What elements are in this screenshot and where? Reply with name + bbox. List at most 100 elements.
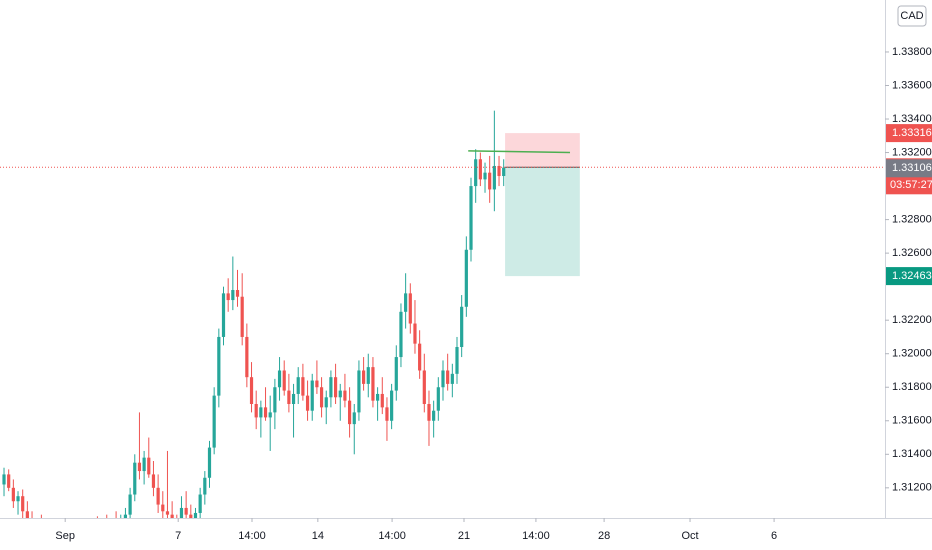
candle-body <box>315 380 319 388</box>
candle-body <box>319 387 324 408</box>
candle-body <box>408 293 412 324</box>
candle-body <box>329 377 333 398</box>
candle-body <box>170 514 174 518</box>
y-tick-label: 1.33800 <box>892 46 932 58</box>
candle-body <box>291 393 296 405</box>
candle-body <box>450 373 454 384</box>
candle-body <box>418 343 422 371</box>
candle-body <box>460 306 464 348</box>
candle-body <box>394 357 398 391</box>
candle-body <box>492 165 496 190</box>
candle-body <box>2 474 6 485</box>
candle-body <box>455 347 459 374</box>
candle-body <box>245 336 249 378</box>
candle-body <box>221 293 226 337</box>
x-tick-label: 21 <box>458 530 470 542</box>
candle-body <box>469 186 473 250</box>
candle-body <box>376 393 380 401</box>
candle-body <box>147 457 151 475</box>
candle-body <box>333 377 338 398</box>
candle-body <box>25 511 29 518</box>
candle-body <box>231 290 235 301</box>
candle-body <box>362 370 366 384</box>
y-tick-label: 1.31800 <box>892 381 932 393</box>
candle-body <box>436 387 440 411</box>
candle-body <box>189 514 193 518</box>
countdown-box <box>886 176 932 195</box>
candle-body <box>7 474 11 488</box>
y-tick-label: 1.32000 <box>892 348 932 360</box>
candle-body <box>413 323 417 344</box>
x-tick-label: 7 <box>175 530 181 542</box>
candle-body <box>193 512 198 518</box>
candle-body <box>347 400 352 425</box>
candle-body <box>385 407 389 421</box>
y-tick-label: 1.32800 <box>892 214 932 226</box>
x-tick-label: Oct <box>681 530 698 542</box>
candle-body <box>301 377 305 396</box>
x-tick-label: 14:00 <box>238 530 266 542</box>
candle-body <box>310 380 314 411</box>
candle-body <box>404 293 408 312</box>
candle-body <box>287 390 291 405</box>
candle-body <box>432 410 436 421</box>
y-tick-label: 1.33200 <box>892 146 932 158</box>
position-stop-zone <box>505 133 580 168</box>
candle-body <box>207 447 212 478</box>
candle-body <box>305 395 310 411</box>
candle-body <box>254 404 258 418</box>
candle-body <box>226 293 230 301</box>
countdown-label: 03:57:27 <box>890 179 932 191</box>
candle-body <box>324 397 328 408</box>
candle-body <box>380 393 384 408</box>
price-label-box <box>886 267 932 286</box>
trendline <box>468 150 571 154</box>
candle-body <box>259 407 263 418</box>
candle-body <box>21 496 25 512</box>
candle-body <box>184 507 188 515</box>
x-tick-label: 28 <box>598 530 610 542</box>
x-tick-label: 14:00 <box>378 530 406 542</box>
candle-body <box>282 370 286 391</box>
candle-body <box>277 370 282 388</box>
candle-body <box>502 167 506 177</box>
candle-body <box>446 370 450 384</box>
candle-body <box>161 504 165 512</box>
y-tick-label: 1.31600 <box>892 415 932 427</box>
candle-body <box>366 367 370 384</box>
x-tick-label: 14 <box>312 530 324 542</box>
x-tick-label: 6 <box>771 530 777 542</box>
candle-body <box>128 494 132 515</box>
candle-body <box>296 377 300 394</box>
y-tick-label: 1.32600 <box>892 247 932 259</box>
candle-body <box>273 387 277 413</box>
candle-body <box>399 311 403 358</box>
x-tick-label: 14:00 <box>522 530 550 542</box>
candle-body <box>464 249 468 307</box>
candle-body <box>217 336 221 396</box>
candle-body <box>474 159 478 187</box>
y-tick-label: 1.33400 <box>892 113 932 125</box>
currency-box[interactable] <box>897 5 927 27</box>
candle-body <box>156 487 160 505</box>
price-label-box <box>886 159 932 178</box>
candle-body <box>203 477 207 495</box>
axes: 1.31200 1.31400 1.31600 1.31800 1.32000 1.322… <box>55 46 932 542</box>
candle-body <box>263 407 268 418</box>
candle-body <box>488 172 492 190</box>
price-label: 1.33106 <box>892 162 932 174</box>
candle-body <box>268 412 272 418</box>
candle-body <box>137 462 142 472</box>
candle-body <box>212 395 216 448</box>
candle-body <box>151 474 156 488</box>
price-label: 1.33316 <box>892 127 932 139</box>
y-tick-label: 1.31400 <box>892 448 932 460</box>
currency-label: CAD <box>900 10 923 22</box>
candle-body <box>16 496 20 502</box>
candle-body <box>441 370 445 388</box>
candle-body <box>142 457 146 472</box>
candle-body <box>198 494 202 513</box>
candle-body <box>133 462 137 495</box>
candle-body <box>165 511 170 515</box>
